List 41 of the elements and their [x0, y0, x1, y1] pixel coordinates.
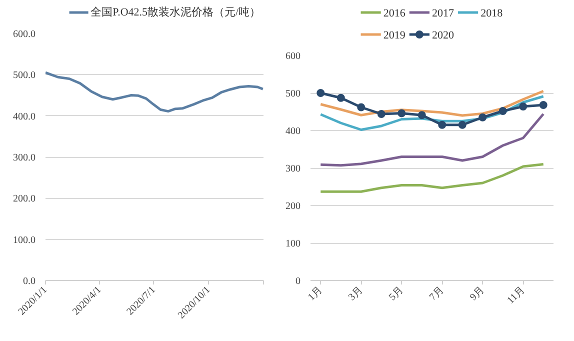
x-tick-label: 5月 — [387, 284, 406, 303]
line-series — [46, 71, 264, 113]
line-series — [319, 163, 545, 193]
x-tick-label: 11月 — [505, 284, 528, 306]
point — [336, 94, 345, 102]
point — [519, 102, 528, 110]
legend-label: 2018 — [480, 8, 504, 20]
point — [418, 111, 426, 120]
x-tick-label: 1月 — [306, 284, 325, 303]
legend-label: 2020 — [432, 30, 454, 42]
point — [498, 107, 507, 115]
y-tick-label: 0.0 — [23, 276, 36, 287]
y-tick-label: 200.0 — [13, 194, 36, 205]
x-tick-label: 9月 — [468, 284, 487, 303]
point — [438, 120, 446, 129]
y-tick-label: 100 — [286, 238, 300, 250]
point — [316, 89, 325, 97]
y-tick-label: 100.0 — [13, 234, 36, 246]
legend-label: 2016 — [383, 8, 406, 20]
legend-label: 全国P.O42.5散装水泥价格（元/吨） — [90, 6, 261, 18]
y-tick-label: 600.0 — [13, 29, 36, 40]
point — [398, 109, 406, 118]
x-tick-label: 7月 — [428, 284, 446, 303]
point — [377, 110, 386, 118]
point — [478, 113, 487, 122]
point — [539, 101, 548, 109]
y-tick-label: 500.0 — [13, 70, 36, 82]
y-tick-label: 400 — [286, 126, 300, 137]
legend-label: 2019 — [383, 30, 406, 42]
y-tick-label: 500 — [286, 88, 300, 100]
x-tick-label: 3月 — [346, 284, 366, 303]
y-tick-label: 600 — [286, 51, 300, 62]
legend-label: 2017 — [432, 8, 454, 20]
point — [357, 103, 366, 112]
point — [458, 120, 466, 129]
y-tick-label: 400.0 — [13, 111, 36, 122]
y-tick-label: 300 — [286, 164, 300, 174]
y-tick-label: 300.0 — [13, 152, 36, 164]
y-tick-label: 0 — [296, 276, 300, 287]
y-tick-label: 200 — [286, 201, 300, 212]
line-series — [319, 112, 545, 167]
